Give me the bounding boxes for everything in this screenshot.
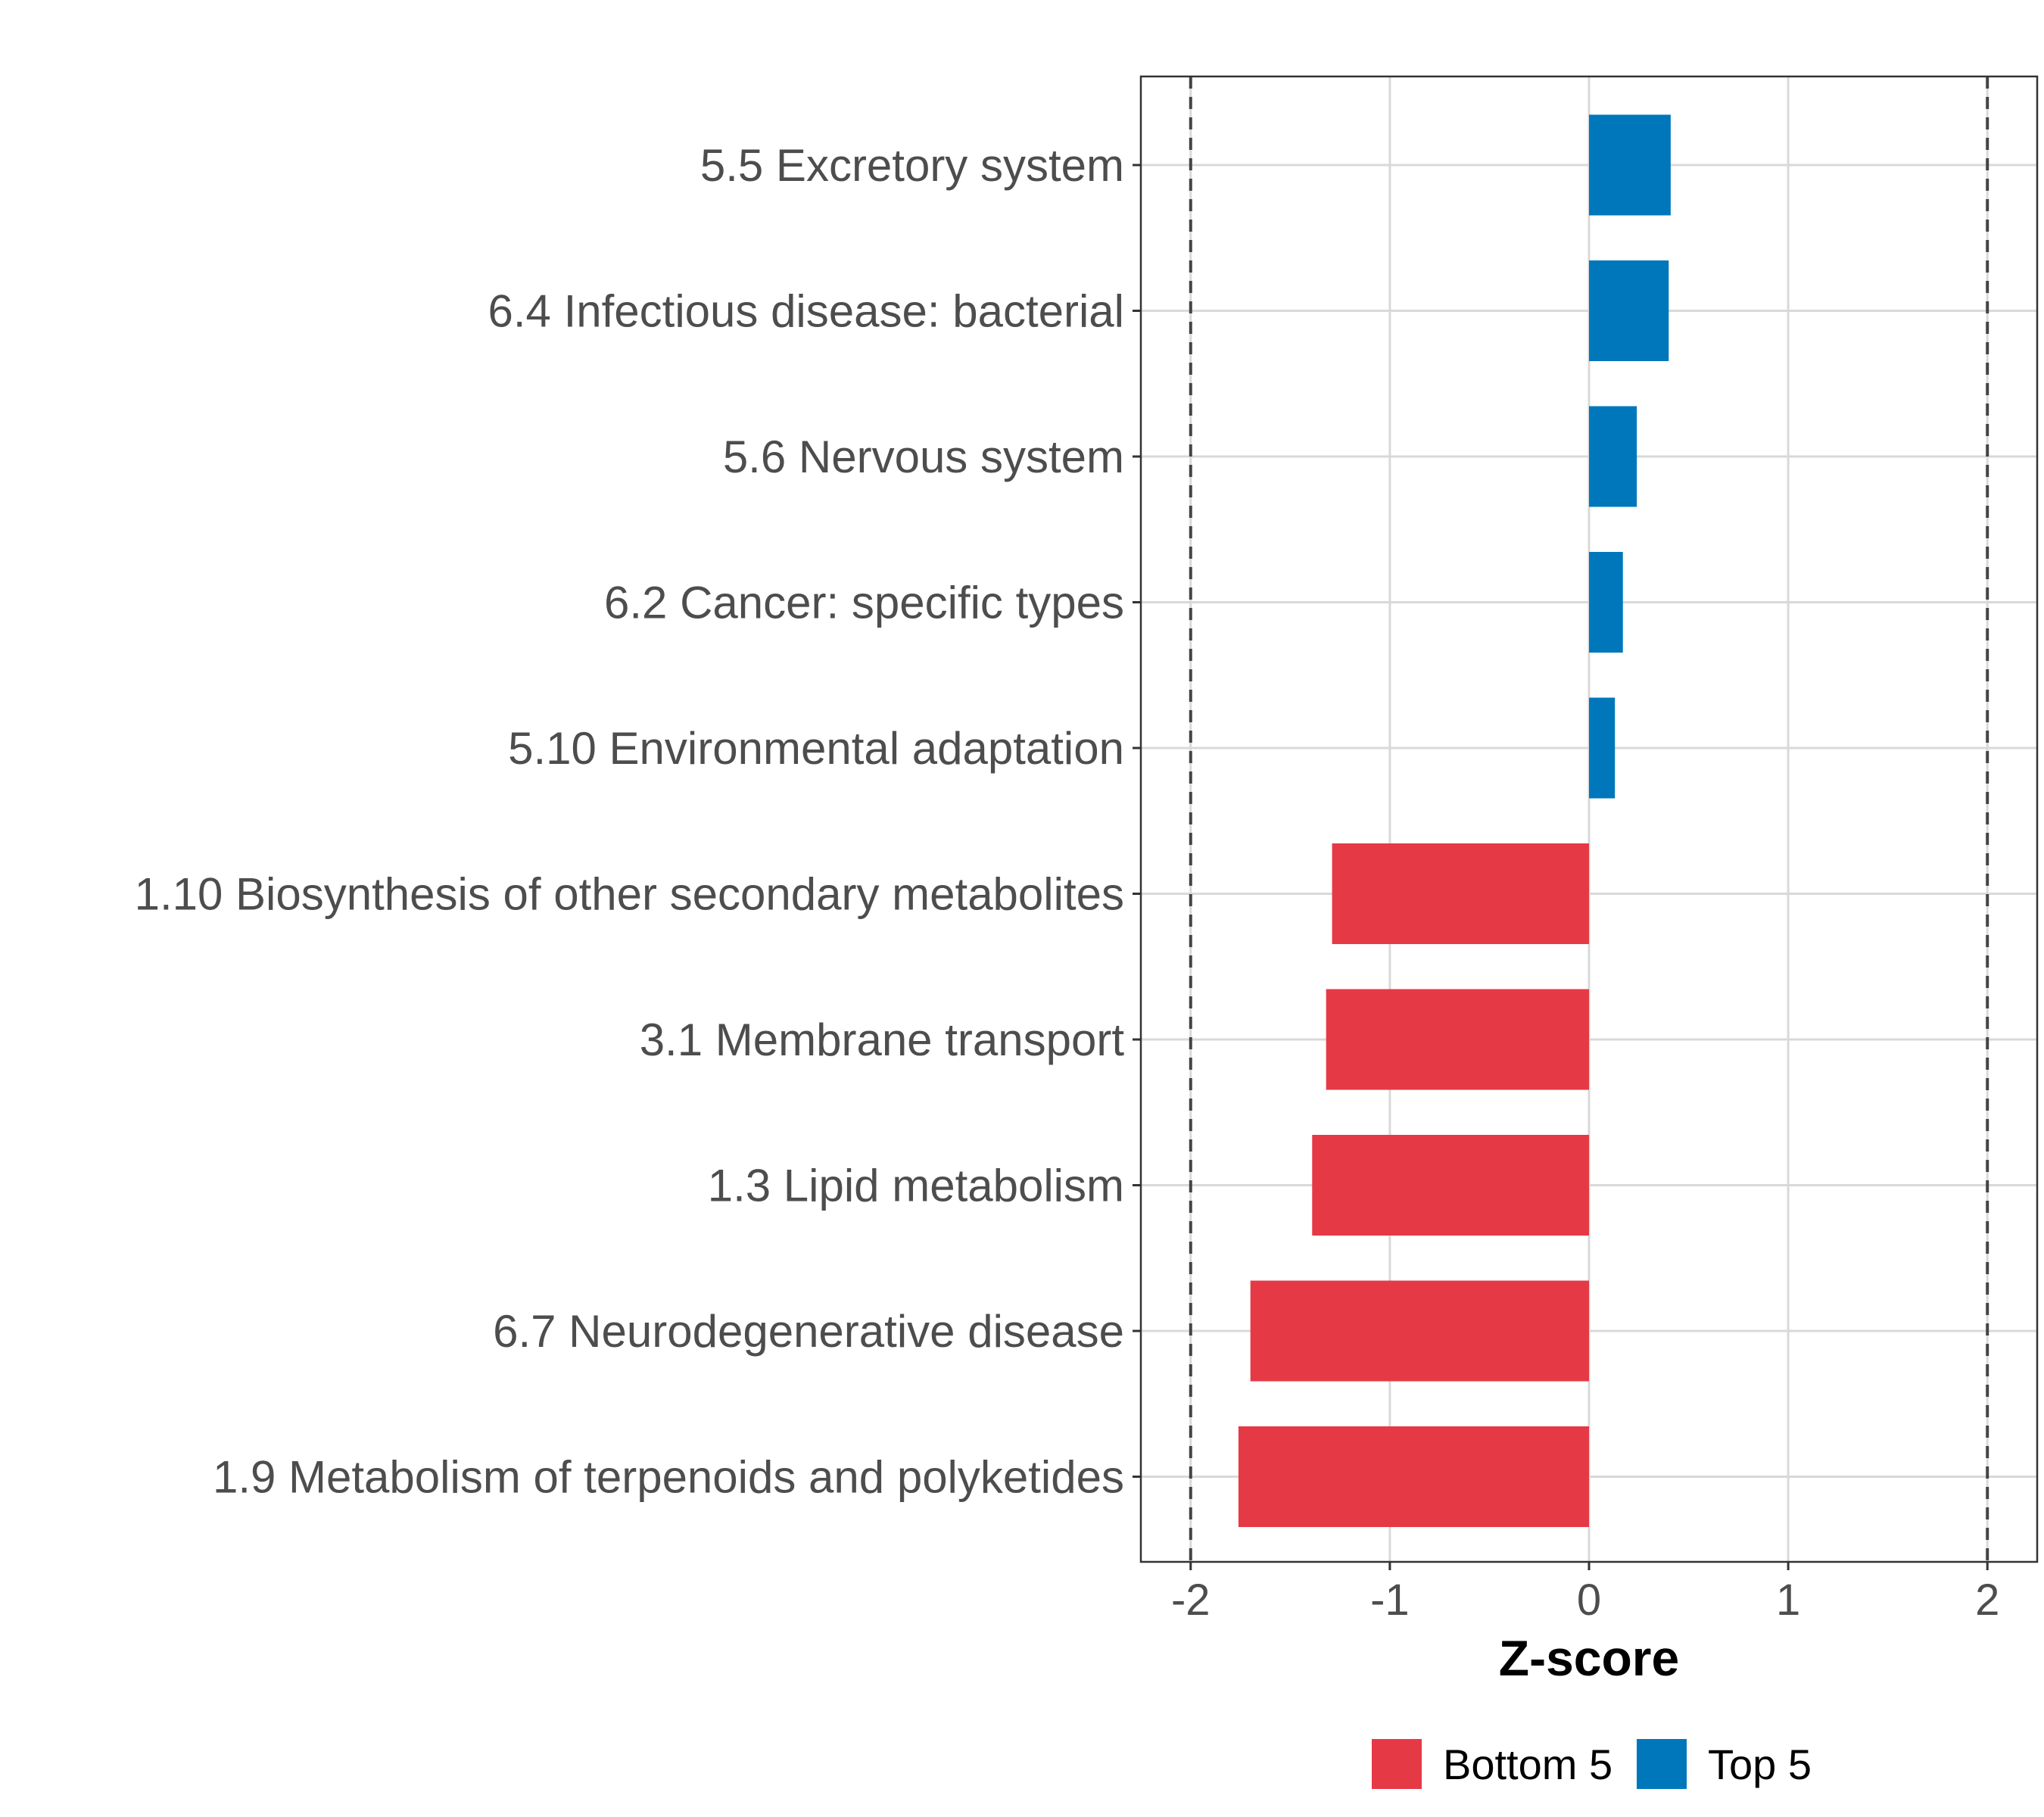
y-tick-label: 5.10 Environmental adaptation <box>508 723 1124 774</box>
bar <box>1326 989 1589 1090</box>
legend-label: Bottom 5 <box>1443 1741 1612 1788</box>
x-tick-label: -2 <box>1171 1575 1211 1625</box>
x-tick-label: 0 <box>1577 1575 1601 1625</box>
y-tick-label: 1.10 Biosynthesis of other secondary met… <box>135 869 1124 920</box>
legend-swatch <box>1637 1739 1687 1789</box>
bar <box>1589 552 1623 653</box>
y-tick-label: 5.5 Excretory system <box>700 140 1124 191</box>
y-tick-label: 5.6 Nervous system <box>723 432 1124 482</box>
x-axis-title: Z-score <box>1499 1630 1679 1686</box>
bar <box>1589 697 1616 799</box>
bar <box>1589 260 1669 361</box>
x-axis: -2 -1 0 1 2 <box>1171 1562 1999 1625</box>
bar <box>1312 1135 1589 1236</box>
y-tick-label: 6.4 Infectious disease: bacterial <box>488 286 1125 337</box>
legend-swatch <box>1372 1739 1422 1789</box>
x-tick-label: 2 <box>1975 1575 1999 1625</box>
bars <box>1238 114 1671 1527</box>
legend-label: Top 5 <box>1708 1741 1812 1788</box>
bar <box>1250 1280 1589 1382</box>
y-tick-label: 1.9 Metabolism of terpenoids and polyket… <box>213 1452 1124 1503</box>
bar <box>1238 1426 1589 1527</box>
reference-lines <box>1189 76 1989 1562</box>
y-tick-label: 6.7 Neurodegenerative disease <box>493 1306 1124 1357</box>
bar <box>1332 843 1589 944</box>
y-axis: 5.5 Excretory system 6.4 Infectious disea… <box>135 140 1141 1503</box>
y-tick-label: 6.2 Cancer: specific types <box>604 578 1124 628</box>
bar <box>1589 114 1671 216</box>
y-tick-label: 3.1 Membrane transport <box>640 1014 1125 1065</box>
y-tick-label: 1.3 Lipid metabolism <box>708 1161 1124 1211</box>
x-tick-label: 1 <box>1776 1575 1800 1625</box>
x-tick-label: -1 <box>1370 1575 1410 1625</box>
legend: Bottom 5 Top 5 <box>1372 1739 1812 1789</box>
bar <box>1589 406 1637 507</box>
